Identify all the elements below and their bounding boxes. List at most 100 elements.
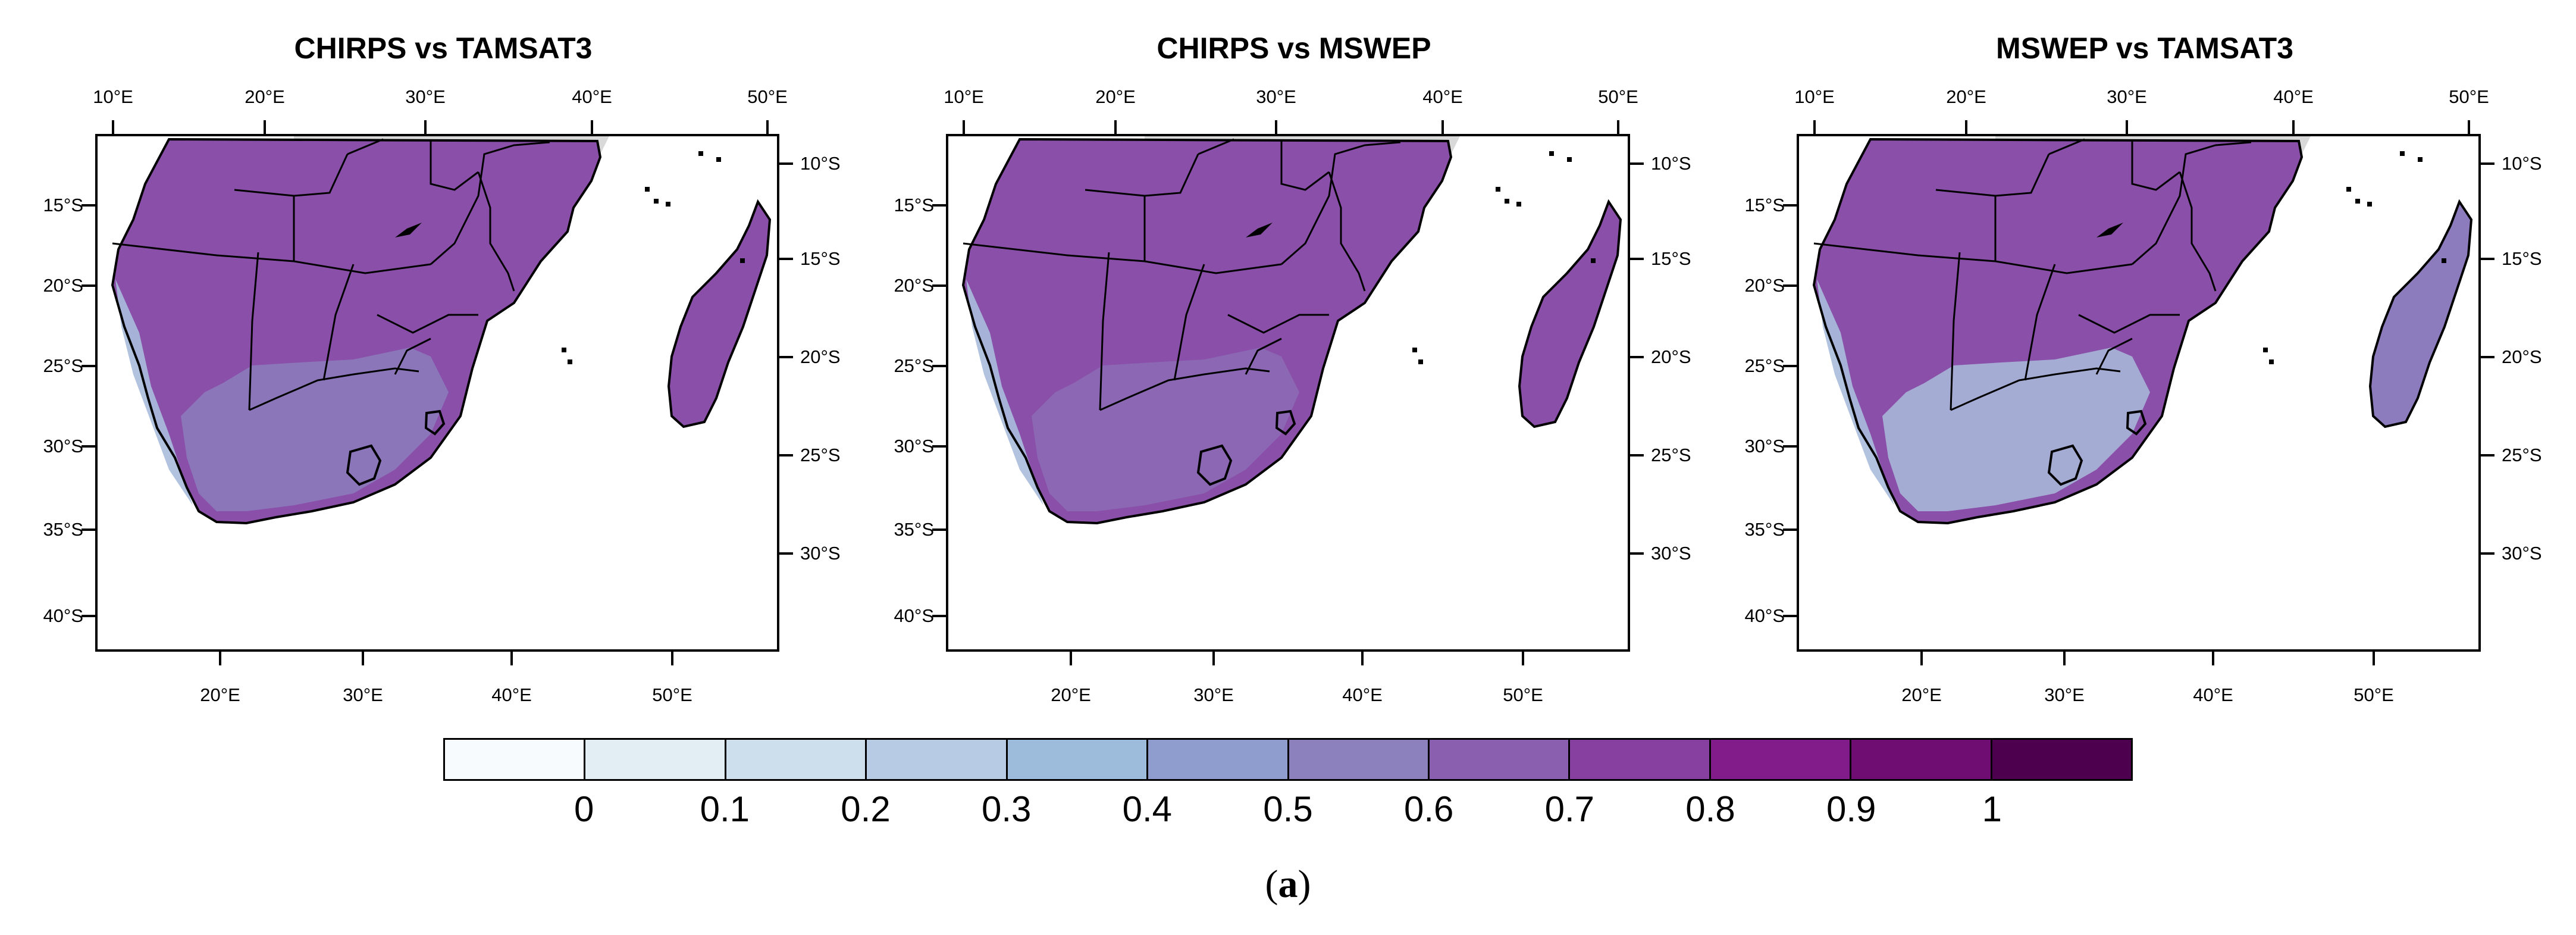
axis-tick-mark (1920, 652, 1923, 665)
lake-kariba (1246, 223, 1273, 237)
eswatini-border (2126, 409, 2147, 436)
island (1496, 187, 1500, 192)
axis-tick-mark (264, 120, 266, 134)
axis-tick-label: 30°E (1193, 684, 1234, 705)
axis-tick-mark (2373, 652, 2375, 665)
island (1418, 359, 1423, 364)
axis-tick-label: 20°E (1051, 684, 1091, 705)
panel-title: CHIRPS vs MSWEP (1157, 32, 1431, 65)
axis-tick-mark (779, 162, 793, 165)
island (2442, 258, 2446, 263)
axis-tick-label: 40°S (43, 605, 83, 626)
country-border (2095, 337, 2133, 375)
axis-tick-label: 20°E (1901, 684, 1942, 705)
axis-tick-mark (112, 120, 114, 134)
colorbar-label: 0.4 (1122, 789, 1173, 829)
colorbar-segment (1992, 740, 2132, 779)
axis-tick-label: 35°S (43, 519, 83, 540)
axis-tick-label: 20°S (43, 275, 83, 296)
axis-tick-label: 40°E (491, 684, 532, 705)
map-frame (95, 134, 779, 652)
axis-tick-mark (1783, 284, 1797, 287)
island (645, 187, 650, 192)
axis-tick-label: 20°S (894, 275, 934, 296)
country-border (1328, 171, 1366, 292)
axis-tick-mark (1783, 529, 1797, 531)
axis-tick-mark (362, 652, 364, 665)
axis-tick-mark (1114, 120, 1117, 134)
axis-tick-mark (82, 204, 95, 207)
lake-kariba (395, 223, 422, 237)
axis-tick-label: 30°E (2107, 86, 2147, 107)
country-border (2078, 314, 2180, 334)
madagascar (1518, 199, 1622, 429)
axis-tick-mark (932, 615, 946, 617)
country-border (1280, 139, 1330, 191)
axis-tick-mark (1630, 356, 1644, 358)
axis-tick-mark (2481, 356, 2494, 358)
correlation-zone-south (181, 348, 449, 511)
island (1412, 348, 1417, 352)
country-border (1281, 141, 1401, 265)
country-border (2024, 264, 2056, 381)
axis-tick-mark (2468, 120, 2470, 134)
axis-tick-label: 50°E (747, 86, 788, 107)
country-border (394, 337, 431, 375)
axis-tick-label: 15°S (43, 195, 83, 215)
axis-tick-label: 15°S (894, 195, 934, 215)
caption-letter: a (1278, 862, 1298, 906)
axis-tick-mark (591, 120, 593, 134)
colorbar-label: 0.8 (1685, 789, 1735, 829)
axis-tick-mark (82, 284, 95, 287)
island (2367, 202, 2372, 207)
axis-tick-mark (1630, 552, 1644, 555)
map-panel-2: CHIRPS vs MSWEP 10°E 20°E 30°E 40°E 50°E 20°E… (894, 0, 1691, 705)
axis-tick-label: 50°E (652, 684, 692, 705)
axis-tick-mark (1617, 120, 1619, 134)
country-border (2179, 171, 2217, 292)
axis-tick-mark (1070, 652, 1072, 665)
axis-tick-mark (1275, 120, 1277, 134)
axis-tick-label: 30°S (1651, 543, 1691, 564)
axis-tick-label: 30°S (43, 436, 83, 456)
axis-tick-label: 15°S (1744, 195, 1785, 215)
island (2355, 199, 2360, 204)
colorbar-segment (726, 740, 867, 779)
country-border (1143, 154, 1199, 261)
axis-tick-mark (82, 615, 95, 617)
coastline (961, 137, 1453, 525)
colorbar-segment (585, 740, 726, 779)
axis-tick-mark (779, 258, 793, 260)
axis-tick-label: 20°E (200, 684, 240, 705)
map-svg (961, 136, 1622, 525)
axis-tick-mark (2292, 120, 2295, 134)
axis-tick-mark (779, 552, 793, 555)
axis-tick-mark (671, 652, 673, 665)
axis-tick-mark (1783, 615, 1797, 617)
axis-tick-mark (1965, 120, 1967, 134)
map-frame (1797, 134, 2481, 652)
colorbar-label: 0 (574, 789, 594, 829)
country-border (2132, 141, 2252, 265)
island (698, 151, 703, 156)
colorbar-segment (867, 740, 1008, 779)
country-border (1198, 138, 1234, 155)
map-svg (111, 136, 772, 525)
axis-tick-mark (82, 445, 95, 448)
axis-tick-label: 25°S (2502, 445, 2542, 465)
island (1516, 202, 1521, 207)
colorbar-segment (1148, 740, 1289, 779)
axis-tick-label: 10°E (93, 86, 133, 107)
country-border (1245, 337, 1282, 375)
axis-tick-mark (766, 120, 769, 134)
colorbar-segment (1429, 740, 1571, 779)
axis-tick-mark (932, 204, 946, 207)
country-border (1950, 252, 1961, 411)
axis-tick-label: 20°E (1095, 86, 1136, 107)
axis-tick-label: 30°E (405, 86, 446, 107)
island (1549, 151, 1554, 156)
axis-tick-label: 15°S (800, 248, 841, 269)
caption-open: ( (1265, 862, 1278, 906)
island (1567, 157, 1572, 162)
country-border (1099, 252, 1110, 411)
